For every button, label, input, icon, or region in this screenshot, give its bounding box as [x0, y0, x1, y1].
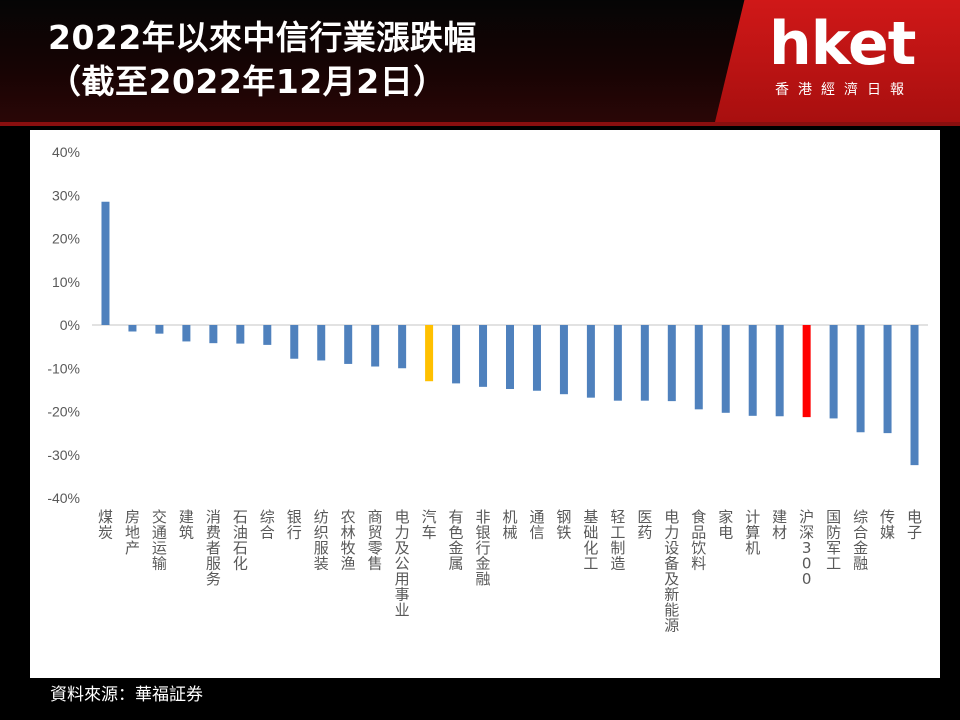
bar	[344, 325, 353, 364]
x-tick-label: 通信	[529, 508, 544, 542]
x-tick-label: 基础化工	[583, 508, 598, 573]
x-tick-label: 汽车	[422, 508, 437, 542]
bar	[236, 325, 245, 344]
bar	[425, 325, 434, 382]
bar	[209, 325, 218, 344]
x-tick-label: 机械	[502, 508, 517, 542]
bar	[532, 325, 541, 391]
x-tick-label: 国防军工	[826, 508, 841, 573]
x-tick-label: 建材	[772, 508, 787, 542]
bar	[640, 325, 649, 401]
bar	[559, 325, 568, 395]
bar	[101, 201, 110, 325]
source-note: 資料來源：華福証券	[50, 685, 203, 705]
x-tick-label: 沪深 3 0 0	[799, 508, 814, 588]
x-tick-label: 轻工制造	[610, 508, 625, 573]
bar-chart: 40%30%20%10%0%-10%-20%-30%-40%煤炭房地产交通运输建…	[47, 144, 928, 635]
chart-title: 2022年以來中信行業漲跌幅 （截至2022年12月2日）	[48, 16, 477, 104]
y-tick-label: 0%	[60, 317, 80, 333]
y-tick-label: -20%	[47, 404, 80, 420]
header-banner: 2022年以來中信行業漲跌幅 （截至2022年12月2日） hket 香港經濟日…	[0, 0, 960, 122]
chart-panel: 40% 30% 20% 10% 0% -10% -20% -30% -40% 煤炭 房地产 交通运输建…	[30, 130, 940, 678]
bar	[506, 325, 514, 390]
y-tick-label: 30%	[52, 187, 80, 203]
bar	[398, 325, 407, 369]
x-tick-label: 综合	[260, 508, 275, 542]
bar	[479, 325, 488, 387]
y-tick-label: -40%	[47, 490, 80, 506]
x-tick-label: 非银行金融	[476, 508, 491, 588]
bar	[182, 325, 191, 342]
x-tick-label: 钢铁	[556, 508, 571, 542]
bar	[155, 325, 164, 334]
x-tick-label: 电力及公用事业	[395, 508, 410, 619]
x-tick-label: 综合金融	[853, 508, 868, 573]
x-tick-label: 农林牧渔	[341, 508, 356, 573]
bar	[910, 325, 919, 466]
y-tick-label: 10%	[52, 274, 80, 290]
header-divider	[0, 122, 960, 126]
x-tick-label: 房地产	[125, 508, 140, 557]
x-tick-label: 医药	[637, 508, 652, 542]
bar	[883, 325, 892, 434]
x-tick-label: 计算机	[745, 508, 760, 557]
x-tick-label: 石油石化	[233, 508, 248, 573]
bar	[748, 325, 757, 416]
bar	[263, 325, 272, 345]
bar	[371, 325, 380, 367]
hket-logo: hket 香港經濟日報	[765, 8, 945, 116]
x-tick-label: 传媒	[880, 508, 895, 542]
bar	[829, 325, 838, 419]
bar	[128, 325, 137, 332]
x-tick-label: 消费者服务	[206, 508, 221, 588]
x-tick-label: 食品饮料	[691, 508, 706, 573]
bar	[452, 325, 461, 384]
logo-subtitle: 香港經濟日報	[775, 82, 913, 98]
bar	[721, 325, 730, 413]
bar	[586, 325, 595, 398]
x-tick-label: 纺织服装	[314, 508, 329, 573]
x-tick-label: 交通运输	[152, 508, 167, 573]
x-tick-label: 有色金属	[449, 508, 464, 573]
y-tick-label: 20%	[52, 231, 80, 247]
y-tick-label: 40%	[52, 144, 80, 160]
x-tick-label: 商贸零售	[368, 508, 383, 573]
chart-title-line2: （截至2022年12月2日）	[48, 62, 447, 101]
bar	[667, 325, 676, 402]
bar	[856, 325, 865, 433]
y-tick-label: -10%	[47, 360, 80, 376]
bar	[775, 325, 784, 417]
bar	[802, 325, 811, 418]
header-red-panel	[715, 0, 960, 122]
x-tick-label: 电力设备及新能源	[664, 508, 679, 635]
bar	[290, 325, 299, 359]
chart-title-line1: 2022年以來中信行業漲跌幅	[48, 18, 477, 57]
bar	[613, 325, 622, 401]
x-tick-label: 家电	[718, 508, 733, 542]
bar	[317, 325, 326, 361]
x-tick-label: 电子	[907, 508, 922, 542]
bar	[694, 325, 703, 410]
x-tick-label: 银行	[287, 508, 302, 542]
x-tick-label: 煤炭	[98, 508, 113, 542]
logo-wordmark: hket	[769, 9, 916, 79]
y-tick-label: -30%	[47, 447, 80, 463]
x-tick-label: 建筑	[179, 508, 194, 542]
